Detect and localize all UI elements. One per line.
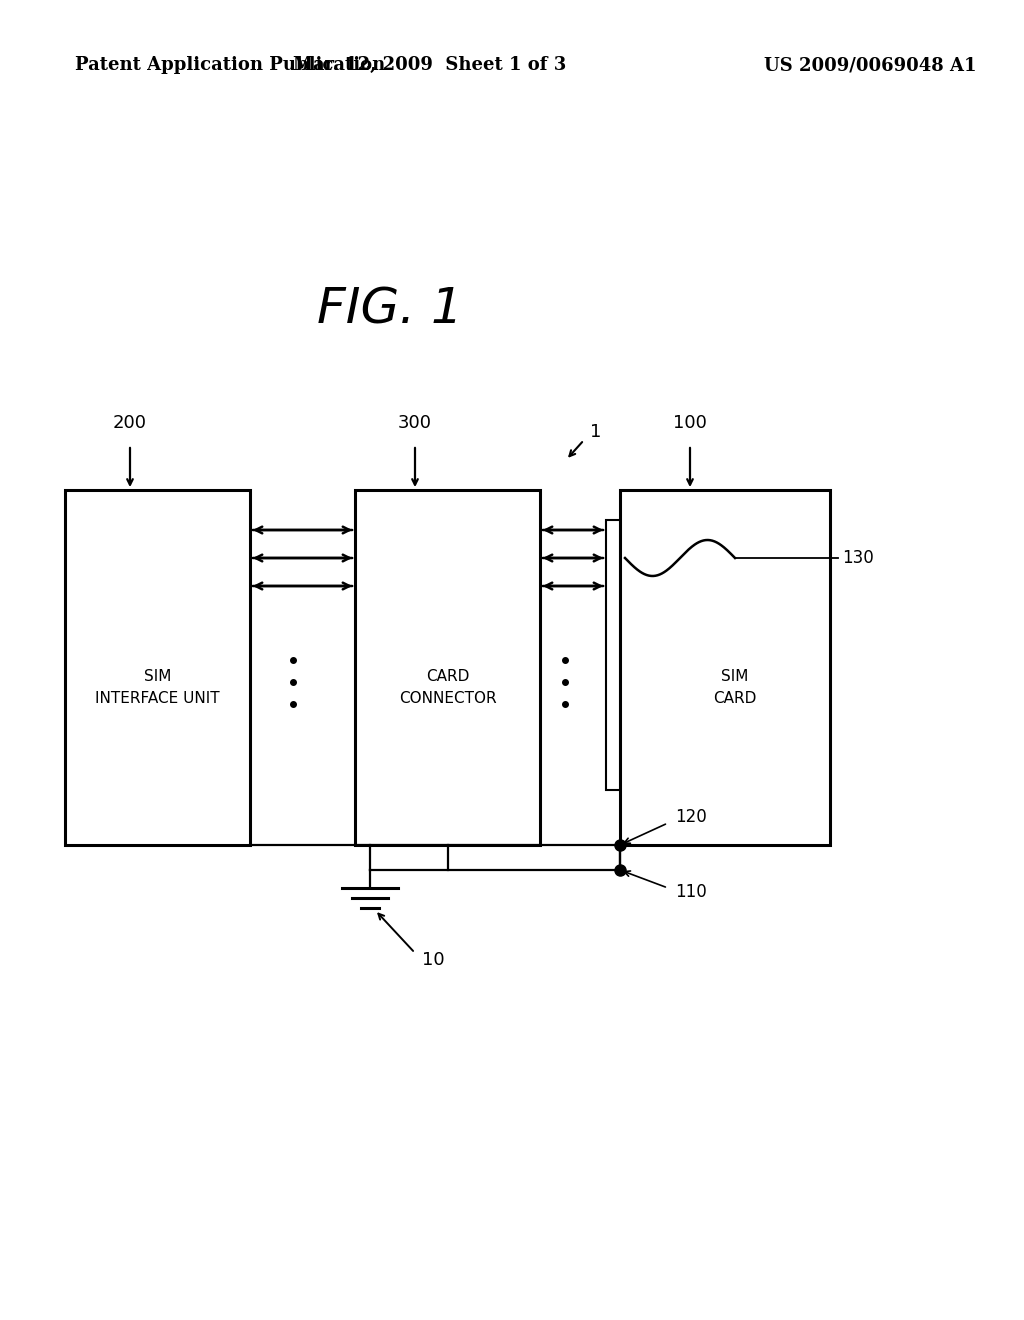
Text: 300: 300: [398, 414, 432, 432]
Bar: [606, 520, 620, 789]
Text: 130: 130: [842, 549, 873, 568]
Text: Patent Application Publication: Patent Application Publication: [75, 55, 385, 74]
Text: FIG. 1: FIG. 1: [317, 286, 463, 334]
Bar: [620, 490, 830, 845]
Bar: [355, 490, 540, 845]
Text: 100: 100: [673, 414, 707, 432]
Text: Mar. 12, 2009  Sheet 1 of 3: Mar. 12, 2009 Sheet 1 of 3: [293, 55, 566, 74]
Text: 10: 10: [422, 950, 444, 969]
Text: 1: 1: [590, 422, 601, 441]
Text: 120: 120: [675, 808, 707, 826]
Bar: [65, 490, 250, 845]
Text: SIM
INTERFACE UNIT: SIM INTERFACE UNIT: [95, 669, 220, 706]
Text: CARD
CONNECTOR: CARD CONNECTOR: [398, 669, 497, 706]
Text: US 2009/0069048 A1: US 2009/0069048 A1: [764, 55, 976, 74]
Text: 200: 200: [113, 414, 147, 432]
Text: 110: 110: [675, 883, 707, 902]
Text: SIM
CARD: SIM CARD: [714, 669, 757, 706]
